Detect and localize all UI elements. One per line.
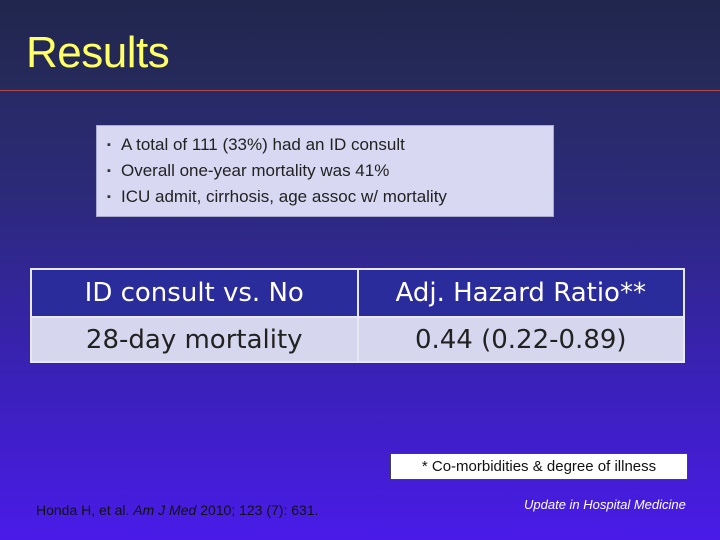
header-band <box>0 0 720 90</box>
table-row: 28-day mortality 0.44 (0.22-0.89) <box>31 317 685 362</box>
footnote: * Co-morbidities & degree of illness <box>390 453 688 480</box>
citation-authors: Honda H, et al. <box>36 502 130 518</box>
citation-details: 2010; 123 (7): 631. <box>200 502 319 518</box>
title-divider <box>0 90 720 91</box>
conference-name: Update in Hospital Medicine <box>524 497 686 512</box>
bullet-text: A total of 111 (33%) had an ID consult <box>121 135 405 154</box>
bullet-item: ▪ Overall one-year mortality was 41% <box>107 158 553 184</box>
citation: Honda H, et al. Am J Med 2010; 123 (7): … <box>36 502 319 518</box>
table-header-cell: Adj. Hazard Ratio** <box>357 269 685 318</box>
bullet-text: ICU admit, cirrhosis, age assoc w/ morta… <box>121 187 447 206</box>
table-cell: 0.44 (0.22-0.89) <box>357 317 685 362</box>
slide-title: Results <box>26 28 170 77</box>
results-table: ID consult vs. No Adj. Hazard Ratio** 28… <box>30 268 685 363</box>
bullet-item: ▪ A total of 111 (33%) had an ID consult <box>107 132 553 158</box>
bullet-marker-icon: ▪ <box>107 191 111 203</box>
citation-journal: Am J Med <box>133 502 197 518</box>
bullet-marker-icon: ▪ <box>107 165 111 177</box>
bullet-item: ▪ ICU admit, cirrhosis, age assoc w/ mort… <box>107 184 553 210</box>
table-header-row: ID consult vs. No Adj. Hazard Ratio** <box>31 269 685 318</box>
table-header-cell: ID consult vs. No <box>31 269 359 318</box>
table-cell: 28-day mortality <box>31 317 359 362</box>
summary-bullet-box: ▪ A total of 111 (33%) had an ID consult … <box>96 125 554 217</box>
bullet-text: Overall one-year mortality was 41% <box>121 161 390 180</box>
bullet-marker-icon: ▪ <box>107 139 111 151</box>
